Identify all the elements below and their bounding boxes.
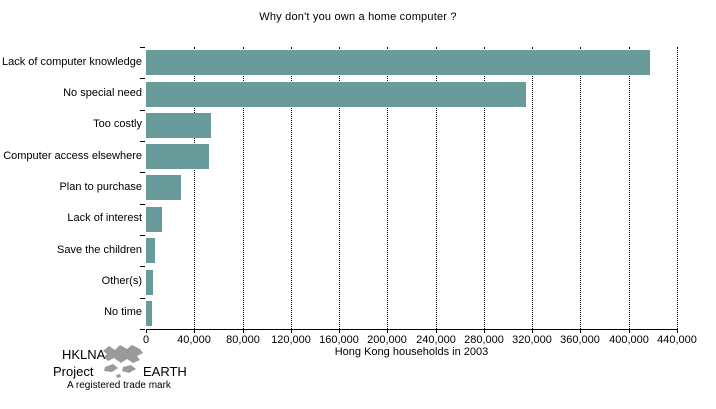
x-axis-tick <box>484 329 485 333</box>
gridline <box>291 47 292 329</box>
x-axis-tick <box>580 329 581 333</box>
category-label: Computer access elsewhere <box>3 150 142 162</box>
category-label: Other(s) <box>101 275 142 287</box>
category-label: Save the children <box>57 244 142 256</box>
bar <box>146 238 155 263</box>
x-tick-label: 160,000 <box>319 334 359 346</box>
gridline <box>387 47 388 329</box>
x-tick-label: 80,000 <box>226 334 260 346</box>
category-axis-tick <box>140 204 145 205</box>
x-axis-tick <box>677 329 678 333</box>
brand-trademark-note: A registered trade mark <box>67 380 171 391</box>
x-tick-label: 240,000 <box>416 334 456 346</box>
x-axis-tick <box>146 329 147 333</box>
category-label: Lack of computer knowledge <box>1 56 142 68</box>
x-axis-tick <box>194 329 195 333</box>
category-label: Too costly <box>93 118 142 130</box>
x-axis-tick <box>629 329 630 333</box>
bar <box>146 144 209 169</box>
gridline <box>580 47 581 329</box>
gridline <box>436 47 437 329</box>
x-tick-label: 40,000 <box>177 334 211 346</box>
bar <box>146 301 152 326</box>
category-axis-tick <box>140 298 145 299</box>
x-axis-tick <box>291 329 292 333</box>
bar <box>146 270 153 295</box>
bar <box>146 175 181 200</box>
gridline <box>243 47 244 329</box>
category-axis-tick <box>140 266 145 267</box>
category-axis-tick <box>140 110 145 111</box>
x-axis-tick <box>339 329 340 333</box>
category-axis-tick <box>140 329 145 330</box>
chart-title: Why don't you own a home computer ? <box>259 11 457 23</box>
x-axis-line <box>146 329 678 330</box>
x-tick-label: 280,000 <box>464 334 504 346</box>
x-axis-tick <box>387 329 388 333</box>
gridline <box>677 47 678 329</box>
x-tick-label: 0 <box>142 334 150 346</box>
x-axis-tick <box>243 329 244 333</box>
x-tick-label: 440,000 <box>657 334 697 346</box>
gridline <box>629 47 630 329</box>
category-label: No special need <box>63 87 142 99</box>
category-axis-tick <box>140 172 145 173</box>
category-axis-tick <box>140 78 145 79</box>
category-axis-tick <box>140 235 145 236</box>
x-axis-tick <box>436 329 437 333</box>
x-tick-label: 400,000 <box>609 334 649 346</box>
bar <box>146 50 650 75</box>
bar <box>146 113 211 138</box>
x-tick-label: 200,000 <box>367 334 407 346</box>
gridline <box>194 47 195 329</box>
bar <box>146 82 526 107</box>
x-axis-tick <box>532 329 533 333</box>
category-label: Lack of interest <box>67 212 142 224</box>
x-tick-label: 360,000 <box>560 334 600 346</box>
brand-name: HKLNA <box>62 347 106 362</box>
gridline <box>484 47 485 329</box>
x-axis-label: Hong Kong households in 2003 <box>334 346 489 358</box>
brand-earth-label: EARTH <box>143 364 187 379</box>
hong-kong-map-icon <box>103 345 143 378</box>
x-tick-label: 120,000 <box>271 334 311 346</box>
category-label: Plan to purchase <box>59 181 142 193</box>
bar <box>146 207 162 232</box>
gridline <box>339 47 340 329</box>
gridline <box>532 47 533 329</box>
category-axis-tick <box>140 141 145 142</box>
category-axis-tick <box>140 47 145 48</box>
x-tick-label: 320,000 <box>512 334 552 346</box>
category-label: No time <box>104 306 142 318</box>
brand-project-label: Project <box>53 364 94 379</box>
